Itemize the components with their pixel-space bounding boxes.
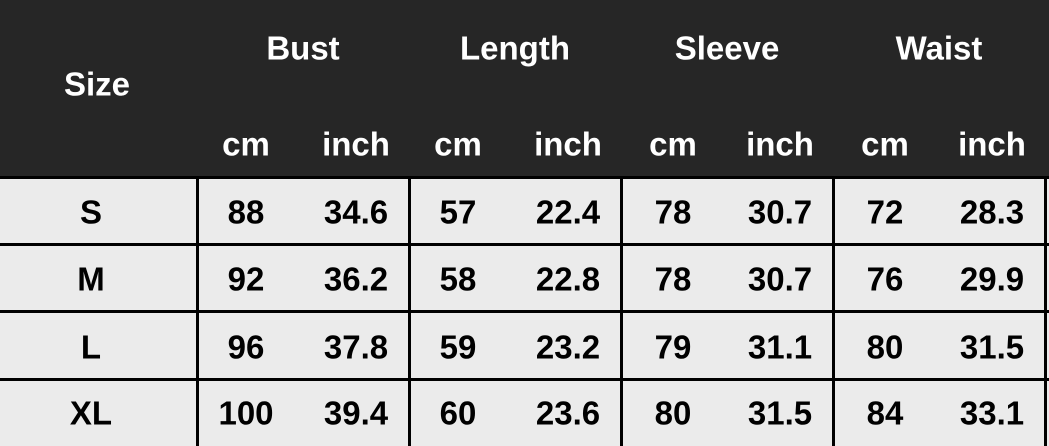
value-cell: 100 (218, 394, 274, 432)
value-cell: 88 (227, 193, 265, 231)
size-cell: M (77, 260, 105, 298)
value-cell: 80 (866, 328, 904, 366)
value-cell: 23.6 (535, 394, 601, 432)
value-cell: 22.8 (535, 260, 601, 298)
value-cell: 30.7 (747, 193, 813, 231)
column-divider (408, 177, 411, 446)
column-divider (620, 177, 623, 446)
unit-header: cm (861, 125, 909, 163)
value-cell: 39.4 (323, 394, 389, 432)
unit-header: cm (222, 125, 270, 163)
value-cell: 36.2 (323, 260, 389, 298)
value-cell: 30.7 (747, 260, 813, 298)
value-cell: 34.6 (323, 193, 389, 231)
row-divider (0, 176, 1049, 179)
value-cell: 59 (439, 328, 477, 366)
value-cell: 76 (866, 260, 904, 298)
column-group-header: Bust (266, 29, 340, 67)
row-divider (0, 310, 1049, 313)
unit-header: cm (649, 125, 697, 163)
value-cell: 84 (866, 394, 904, 432)
value-cell: 31.5 (959, 328, 1025, 366)
value-cell: 78 (654, 260, 692, 298)
value-cell: 96 (227, 328, 265, 366)
value-cell: 31.1 (747, 328, 813, 366)
value-cell: 28.3 (959, 193, 1025, 231)
size-header: Size (63, 65, 131, 103)
value-cell: 33.1 (959, 394, 1025, 432)
column-divider (196, 177, 199, 446)
column-group-header: Sleeve (674, 29, 780, 67)
size-cell: L (80, 328, 102, 366)
column-group-header: Waist (895, 29, 983, 67)
value-cell: 80 (654, 394, 692, 432)
size-cell: XL (69, 394, 113, 432)
column-group-header: Length (460, 29, 570, 67)
value-cell: 72 (866, 193, 904, 231)
row-divider (0, 378, 1049, 381)
unit-header: inch (746, 125, 814, 163)
value-cell: 37.8 (323, 328, 389, 366)
value-cell: 31.5 (747, 394, 813, 432)
value-cell: 60 (439, 394, 477, 432)
unit-header: inch (534, 125, 602, 163)
unit-header: inch (958, 125, 1026, 163)
value-cell: 29.9 (959, 260, 1025, 298)
table-header (0, 0, 1049, 177)
value-cell: 78 (654, 193, 692, 231)
size-cell: S (79, 193, 103, 231)
unit-header: cm (434, 125, 482, 163)
value-cell: 58 (439, 260, 477, 298)
row-divider (0, 243, 1049, 246)
value-cell: 57 (439, 193, 477, 231)
value-cell: 79 (654, 328, 692, 366)
value-cell: 22.4 (535, 193, 601, 231)
column-divider (832, 177, 835, 446)
unit-header: inch (322, 125, 390, 163)
column-divider (1044, 177, 1047, 446)
value-cell: 92 (227, 260, 265, 298)
value-cell: 23.2 (535, 328, 601, 366)
